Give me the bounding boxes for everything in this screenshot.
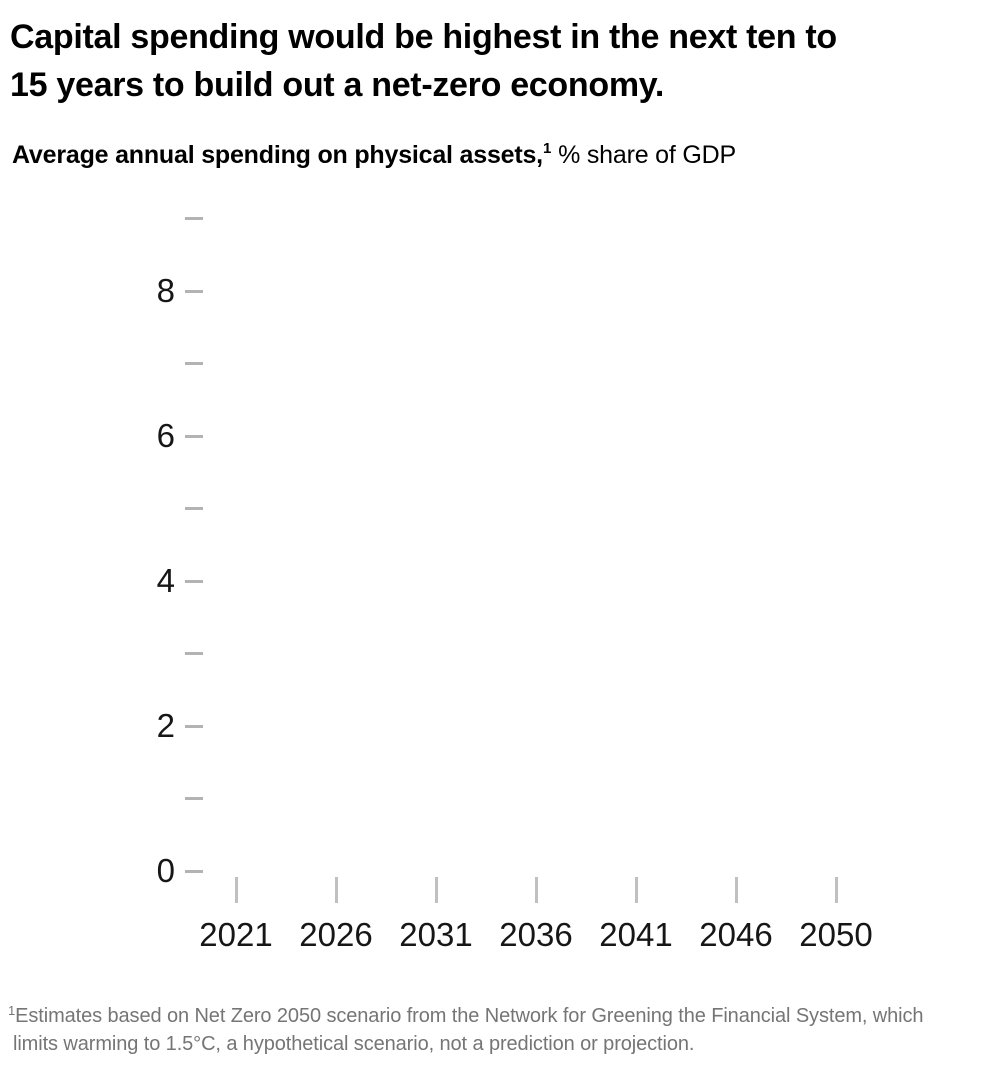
x-axis-tick-2026 xyxy=(335,877,338,903)
y-axis-label: 8 xyxy=(156,272,175,309)
y-axis-tick-0 xyxy=(185,870,203,873)
y-axis-tick-4 xyxy=(185,580,203,583)
x-axis-label: 2050 xyxy=(799,916,873,953)
chart-title-line2: 15 years to build out a net-zero economy… xyxy=(10,66,664,104)
y-axis-label: 0 xyxy=(156,852,175,889)
y-axis-tick-3 xyxy=(185,652,203,655)
x-axis-tick-2046 xyxy=(735,877,738,903)
chart-subtitle-measure: Average annual spending on physical asse… xyxy=(12,141,543,169)
x-axis-label: 2031 xyxy=(399,916,473,953)
y-axis-tick-5 xyxy=(185,507,203,510)
y-axis-label: 6 xyxy=(156,417,175,454)
x-axis-label: 2026 xyxy=(299,916,373,953)
x-axis-label: 2041 xyxy=(599,916,673,953)
y-axis-tick-2 xyxy=(185,725,203,728)
chart-title: Capital spending would be highest in the… xyxy=(10,13,990,109)
y-axis-label: 4 xyxy=(156,562,175,599)
chart-subtitle-unit: % share of GDP xyxy=(558,141,736,169)
x-axis-tick-2041 xyxy=(635,877,638,903)
y-axis-tick-9 xyxy=(185,217,203,220)
x-axis-tick-2031 xyxy=(435,877,438,903)
chart-title-line1: Capital spending would be highest in the… xyxy=(10,18,837,56)
footnote-superscript: 1 xyxy=(8,1003,16,1018)
y-axis-label: 2 xyxy=(156,707,175,744)
footnote-line1: 1Estimates based on Net Zero 2050 scenar… xyxy=(8,1003,998,1031)
y-axis-tick-1 xyxy=(185,797,203,800)
x-axis-label: 2021 xyxy=(199,916,273,953)
footnote-reference-superscript: 1 xyxy=(542,140,552,157)
x-axis-tick-2050 xyxy=(835,877,838,903)
y-axis-tick-6 xyxy=(185,435,203,438)
footnote-text-line1: Estimates based on Net Zero 2050 scenari… xyxy=(15,1005,924,1027)
x-axis-tick-2036 xyxy=(535,877,538,903)
x-axis-label: 2046 xyxy=(699,916,773,953)
footnote-text-line2: limits warming to 1.5°C, a hypothetical … xyxy=(13,1033,695,1055)
footnote: 1Estimates based on Net Zero 2050 scenar… xyxy=(8,1003,998,1058)
y-axis-tick-8 xyxy=(185,290,203,293)
x-axis-tick-2021 xyxy=(235,877,238,903)
y-axis-tick-7 xyxy=(185,362,203,365)
chart-subtitle: Average annual spending on physical asse… xyxy=(12,140,736,170)
x-axis-label: 2036 xyxy=(499,916,573,953)
